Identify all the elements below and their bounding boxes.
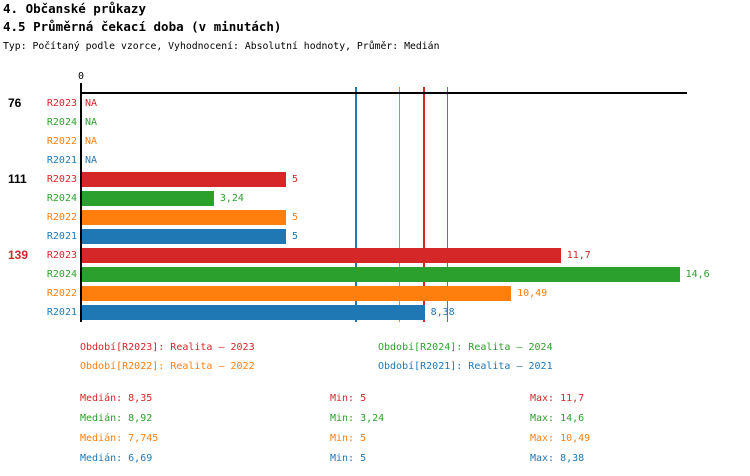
stat-max: Max: 10,49 (530, 433, 591, 444)
legend-entry: Období[R2021]: Realita – 2021 (378, 361, 553, 372)
series-row-label: R2022 (46, 136, 77, 147)
stat-median: Medián: 7,745 (80, 433, 159, 444)
median-line-r2022 (398, 87, 401, 322)
bar (82, 286, 512, 301)
series-row-label: R2023 (46, 250, 77, 261)
bar (82, 248, 561, 263)
bar (82, 191, 214, 206)
legend-entry: Období[R2022]: Realita – 2022 (80, 361, 255, 372)
series-row-label: R2022 (46, 212, 77, 223)
bar-value-label: 3,24 (219, 193, 244, 204)
legend-entry: Období[R2024]: Realita – 2024 (378, 342, 553, 353)
stat-min: Min: 5 (330, 433, 367, 444)
x-axis-line (80, 92, 687, 94)
stat-median: Medián: 8,92 (80, 413, 153, 424)
bar-value-label: 11,7 (566, 250, 591, 261)
bar-value-label: 5 (292, 231, 299, 242)
x-axis-zero-label: 0 (77, 71, 85, 82)
series-row-label: R2022 (46, 288, 77, 299)
series-row-label: R2021 (46, 231, 77, 242)
legend-entry: Období[R2023]: Realita – 2023 (80, 342, 255, 353)
series-row-label: R2023 (46, 174, 77, 185)
series-row-label: R2024 (46, 193, 77, 204)
bar-value-label: 5 (292, 174, 299, 185)
bar (82, 229, 286, 244)
bar-value-label: 14,6 (685, 269, 710, 280)
bar (82, 172, 286, 187)
bar-value-label: 8,38 (430, 307, 455, 318)
stat-median: Medián: 8,35 (80, 393, 153, 404)
stat-min: Min: 5 (330, 393, 367, 404)
group-label: 76 (8, 96, 22, 110)
y-axis-line (80, 83, 82, 322)
na-label: NA (85, 98, 98, 109)
bar-value-label: 10,49 (517, 288, 548, 299)
series-row-label: R2021 (46, 155, 77, 166)
page-title: 4. Občanské průkazy (3, 1, 146, 16)
na-label: NA (85, 155, 98, 166)
median-line-r2023 (423, 87, 425, 322)
stat-min: Min: 5 (330, 453, 367, 464)
median-line-r2024 (446, 87, 449, 322)
stat-max: Max: 11,7 (530, 393, 585, 404)
median-line-r2021 (355, 87, 357, 322)
group-label: 139 (8, 248, 29, 262)
stat-max: Max: 14,6 (530, 413, 585, 424)
na-label: NA (85, 117, 98, 128)
chart-subtitle: Typ: Počítaný podle vzorce, Vyhodnocení:… (3, 41, 440, 52)
na-label: NA (85, 136, 98, 147)
chart-title: 4.5 Průměrná čekací doba (v minutách) (3, 19, 282, 34)
series-row-label: R2024 (46, 117, 77, 128)
bar-value-label: 5 (292, 212, 299, 223)
series-row-label: R2021 (46, 307, 77, 318)
bar (82, 305, 425, 320)
series-row-label: R2024 (46, 269, 77, 280)
bar (82, 210, 286, 225)
stat-min: Min: 3,24 (330, 413, 385, 424)
stat-max: Max: 8,38 (530, 453, 585, 464)
bar (82, 267, 680, 282)
series-row-label: R2023 (46, 98, 77, 109)
stat-median: Medián: 6,69 (80, 453, 153, 464)
group-label: 111 (8, 172, 27, 186)
